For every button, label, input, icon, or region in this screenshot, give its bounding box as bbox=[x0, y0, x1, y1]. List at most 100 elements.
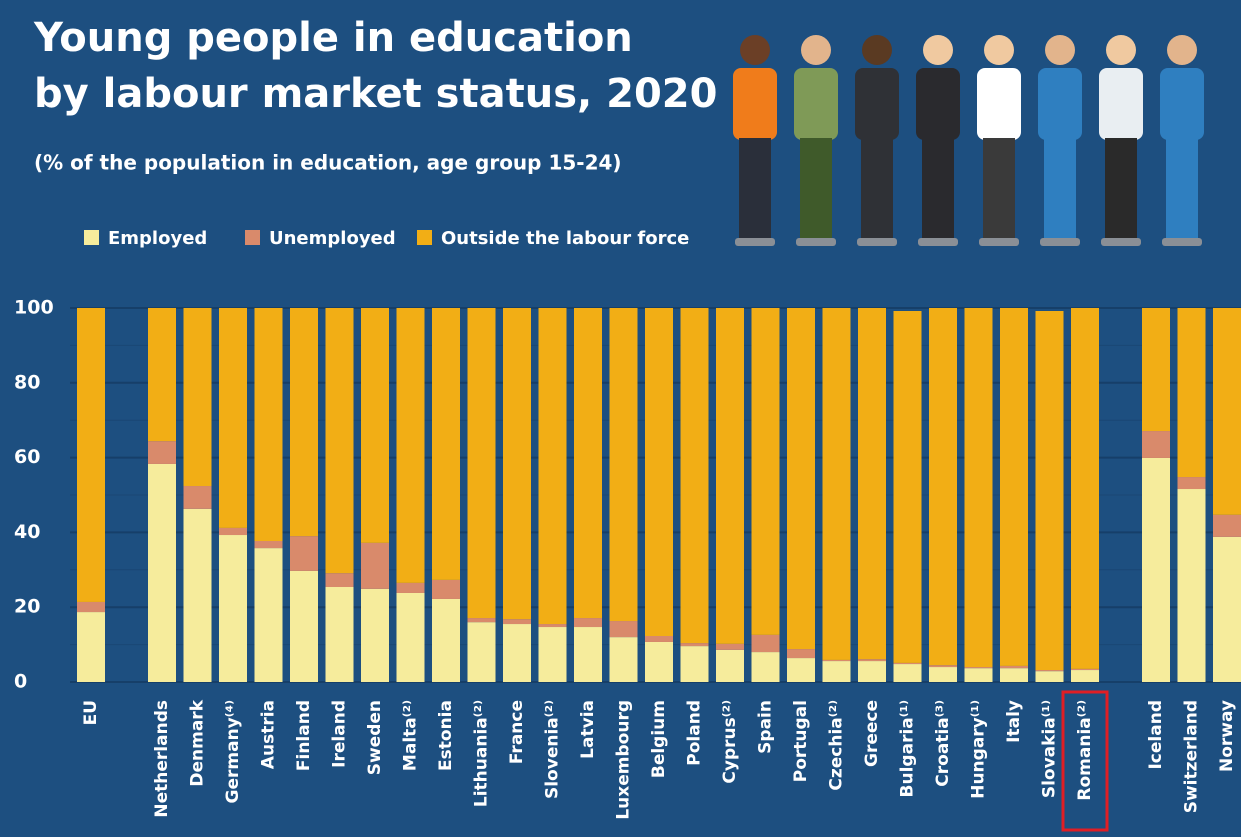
worker-shoes bbox=[796, 238, 836, 246]
bar-segment bbox=[254, 548, 283, 682]
worker-head bbox=[1167, 35, 1197, 65]
bar-segment bbox=[290, 536, 318, 571]
x-tick-label: Switzerland bbox=[1182, 700, 1202, 813]
x-tick-label: Lithuania⁽²⁾ bbox=[472, 700, 492, 807]
bar-segment bbox=[432, 308, 460, 580]
bar-segment bbox=[1142, 308, 1170, 432]
bar-segment bbox=[361, 308, 389, 543]
bar-segment bbox=[574, 627, 602, 682]
y-tick-label: 20 bbox=[14, 596, 40, 618]
worker-legs bbox=[1044, 138, 1076, 240]
bar-segment bbox=[716, 649, 744, 682]
x-tick-label: Luxembourg bbox=[614, 700, 634, 820]
x-tick-label: Netherlands bbox=[152, 700, 172, 818]
chart-title: Young people in education bbox=[33, 15, 633, 61]
bar-segment bbox=[964, 667, 993, 669]
x-tick-label: Sweden bbox=[365, 700, 385, 775]
bar-segment bbox=[680, 643, 709, 647]
bar-segment bbox=[929, 308, 957, 666]
bar-segment bbox=[467, 622, 496, 682]
bar-segment bbox=[503, 624, 531, 682]
bar-segment bbox=[538, 308, 567, 625]
worker-body bbox=[1038, 68, 1082, 140]
x-tick-label: Austria bbox=[259, 700, 279, 769]
x-tick-label: Latvia bbox=[578, 700, 598, 759]
bar-segment bbox=[858, 661, 886, 682]
bar-segment bbox=[716, 308, 744, 644]
x-tick-label: Germany⁽⁴⁾ bbox=[223, 700, 243, 803]
bar-segment bbox=[432, 579, 460, 599]
bar-segment bbox=[219, 308, 247, 528]
x-tick-label: Poland bbox=[685, 700, 705, 766]
worker-head bbox=[984, 35, 1014, 65]
bar-segment bbox=[219, 527, 247, 536]
worker-legs bbox=[800, 138, 832, 240]
bar-segment bbox=[645, 635, 673, 642]
bar-segment bbox=[396, 592, 425, 682]
bar-segment bbox=[858, 659, 886, 662]
worker-legs bbox=[739, 138, 771, 240]
bar-segment bbox=[787, 308, 815, 650]
bar-segment bbox=[1213, 536, 1241, 682]
x-tick-label: Portugal bbox=[791, 700, 811, 782]
bar-segment bbox=[1035, 670, 1064, 672]
x-tick-label: Italy bbox=[1004, 700, 1024, 743]
bar-segment bbox=[822, 661, 851, 682]
worker-shoes bbox=[857, 238, 897, 246]
bar-segment bbox=[290, 570, 318, 682]
bar-segment bbox=[148, 463, 176, 682]
labels: 0 20 40 60 80 100 EU Netherlands Denmark Germany⁽… bbox=[14, 297, 1237, 832]
bar-segment bbox=[858, 308, 886, 660]
bar-segment bbox=[716, 643, 744, 650]
bar-segment bbox=[680, 308, 709, 644]
bar-segment bbox=[183, 308, 212, 487]
bar-segment bbox=[751, 652, 780, 682]
worker-shoes bbox=[1040, 238, 1080, 246]
bar-segment bbox=[609, 637, 638, 682]
bar-segment bbox=[183, 508, 212, 682]
bar-segment bbox=[1071, 308, 1099, 669]
bar-segment bbox=[574, 618, 602, 628]
worker-body bbox=[916, 68, 960, 140]
bar-segment bbox=[538, 627, 567, 682]
worker-body bbox=[794, 68, 838, 140]
bar-segment bbox=[503, 308, 531, 620]
bar-segment bbox=[1000, 308, 1028, 666]
x-tick-label: EU bbox=[81, 700, 101, 725]
x-tick-label: Denmark bbox=[188, 699, 208, 786]
legend-label: Employed bbox=[108, 228, 207, 249]
legend-swatch bbox=[245, 230, 260, 245]
bar-segment bbox=[361, 588, 389, 682]
x-tick-label: Croatia⁽³⁾ bbox=[933, 700, 953, 787]
bar-segment bbox=[609, 621, 638, 638]
bar-segment bbox=[929, 665, 957, 668]
x-tick-label: Cyprus⁽²⁾ bbox=[720, 700, 740, 784]
x-tick-label: Belgium bbox=[649, 700, 669, 778]
worker-body bbox=[1099, 68, 1143, 140]
y-tick-label: 60 bbox=[14, 446, 40, 468]
bar-segment bbox=[77, 612, 105, 682]
bar-segment bbox=[254, 541, 283, 549]
highlight-box bbox=[1061, 690, 1109, 832]
bar-segment bbox=[751, 308, 780, 635]
worker-head bbox=[801, 35, 831, 65]
worker-head bbox=[923, 35, 953, 65]
bar-segment bbox=[148, 308, 176, 442]
chart-title: by labour market status, 2020 bbox=[34, 71, 717, 117]
bar-segment bbox=[1142, 457, 1170, 682]
worker-legs bbox=[861, 138, 893, 240]
bar-segment bbox=[290, 308, 318, 537]
x-tick-label: Norway bbox=[1217, 700, 1237, 772]
bar-segment bbox=[1000, 668, 1028, 682]
x-tick-label: Finland bbox=[294, 700, 314, 771]
legend: Employed Unemployed Outside the labour for… bbox=[84, 228, 689, 249]
bar-segment bbox=[1071, 668, 1099, 671]
bar-segment bbox=[1035, 310, 1064, 671]
worker-head bbox=[1106, 35, 1136, 65]
bar-segment bbox=[503, 619, 531, 625]
bar-segment bbox=[1177, 489, 1206, 682]
bar-segment bbox=[1035, 671, 1064, 682]
bar-segment bbox=[467, 308, 496, 619]
bar-segment bbox=[1071, 670, 1099, 682]
legend-label: Outside the labour force bbox=[441, 228, 689, 249]
